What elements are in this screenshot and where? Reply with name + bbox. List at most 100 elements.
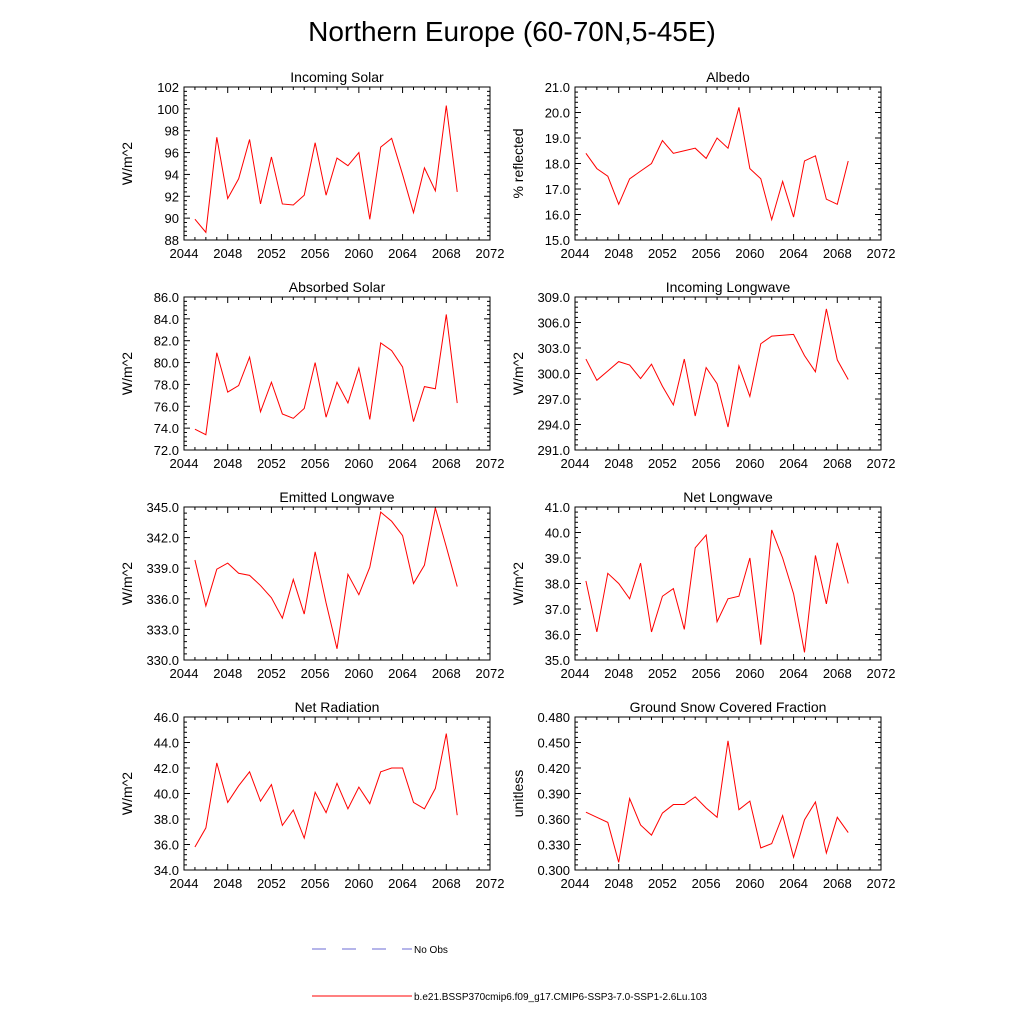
panel-6-frame [574, 506, 882, 661]
panel-6-xtick-label: 2044 [561, 666, 590, 681]
panel-4-title: Incoming Longwave [666, 279, 791, 295]
panel-8-xtick-label: 2044 [561, 876, 590, 891]
panel-7-ytick-label: 38.0 [154, 812, 179, 827]
panel-6-xtick-label: 2060 [735, 666, 764, 681]
panel-4-xtick-label: 2072 [867, 456, 896, 471]
panel-4-ylabel: W/m^2 [510, 352, 526, 395]
panel-7-frame [183, 716, 491, 871]
panel-6-ytick-label: 38.0 [545, 577, 570, 592]
panel-8-xtick-label: 2064 [779, 876, 808, 891]
panel-5-xtick-label: 2064 [388, 666, 417, 681]
panel-1-ytick-label: 94 [165, 167, 179, 182]
panel-5-xtick-label: 2048 [213, 666, 242, 681]
panel-8-title: Ground Snow Covered Fraction [630, 699, 827, 715]
panels: Incoming Solar W/m^2 2044 2048 2052 2056 2060 2… [119, 69, 895, 891]
panel-1-xtick-label: 2044 [170, 246, 199, 261]
panel-6-ytick-label: 37.0 [545, 602, 570, 617]
panel-5-xtick-label: 2072 [476, 666, 505, 681]
panel-2: Albedo % reflected 2044 2048 2052 2056 2060 206… [510, 69, 895, 261]
panel-8-xtick-label: 2060 [735, 876, 764, 891]
panel-8-xtick-label: 2068 [823, 876, 852, 891]
panel-3-ytick-label: 82.0 [154, 334, 179, 349]
legend-model-label: b.e21.BSSP370cmip6.f09_g17.CMIP6-SSP3-7.… [414, 992, 707, 1003]
panel-5-ytick-label: 342.0 [146, 531, 179, 546]
panel-2-title: Albedo [706, 69, 750, 85]
panel-3-title: Absorbed Solar [289, 279, 386, 295]
panel-5-xtick-label: 2052 [257, 666, 286, 681]
panel-7-xtick-label: 2056 [301, 876, 330, 891]
panel-4-ytick-label: 300.0 [537, 367, 570, 382]
panel-2-xtick-label: 2056 [692, 246, 721, 261]
panel-2-ytick-label: 15.0 [545, 233, 570, 248]
panel-8-xtick-label: 2048 [604, 876, 633, 891]
panel-8-ytick-label: 0.330 [537, 838, 570, 853]
panel-8-ytick-label: 0.390 [537, 787, 570, 802]
panel-3-xtick-label: 2060 [344, 456, 373, 471]
panel-2-frame [574, 86, 882, 241]
panel-3-ytick-label: 74.0 [154, 421, 179, 436]
panel-2-ytick-label: 20.0 [545, 106, 570, 121]
panel-3-ytick-label: 72.0 [154, 443, 179, 458]
panel-5-ytick-label: 336.0 [146, 592, 179, 607]
panel-4-xtick-label: 2048 [604, 456, 633, 471]
panel-2-xtick-label: 2052 [648, 246, 677, 261]
panel-2-ytick-label: 19.0 [545, 131, 570, 146]
panel-3-xtick-label: 2052 [257, 456, 286, 471]
panel-7: Net Radiation W/m^2 2044 2048 2052 2056 2060 20… [119, 699, 504, 891]
panel-7-xtick-label: 2048 [213, 876, 242, 891]
panel-7-xtick-label: 2064 [388, 876, 417, 891]
panel-3-xtick-label: 2056 [301, 456, 330, 471]
panel-3-xtick-label: 2068 [432, 456, 461, 471]
panel-4-xtick-label: 2064 [779, 456, 808, 471]
panel-1-xtick-label: 2068 [432, 246, 461, 261]
panel-4-ytick-label: 303.0 [537, 341, 570, 356]
panel-5-ytick-label: 345.0 [146, 500, 179, 515]
panel-5-xtick-label: 2044 [170, 666, 199, 681]
panel-8: Ground Snow Covered Fraction unitless 2044… [510, 699, 895, 891]
panel-2-xtick-label: 2064 [779, 246, 808, 261]
panel-6-xtick-label: 2064 [779, 666, 808, 681]
panel-1-ytick-label: 90 [165, 211, 179, 226]
panel-4-xtick-label: 2056 [692, 456, 721, 471]
panel-5-xtick-label: 2068 [432, 666, 461, 681]
panel-3-ytick-label: 80.0 [154, 356, 179, 371]
panel-3-xtick-label: 2064 [388, 456, 417, 471]
panel-5-ytick-label: 339.0 [146, 561, 179, 576]
panel-7-ylabel: W/m^2 [119, 772, 135, 815]
panel-3-xtick-label: 2072 [476, 456, 505, 471]
panel-6-series-line [585, 529, 849, 653]
panel-1-ytick-label: 102 [157, 80, 179, 95]
panel-2-ytick-label: 18.0 [545, 157, 570, 172]
panel-4-xtick-label: 2052 [648, 456, 677, 471]
panel-8-ytick-label: 0.360 [537, 812, 570, 827]
panel-8-ytick-label: 0.480 [537, 710, 570, 725]
panel-6-ytick-label: 41.0 [545, 500, 570, 515]
panel-6: Net Longwave W/m^2 2044 2048 2052 2056 2060 206… [510, 489, 895, 681]
panel-5-ylabel: W/m^2 [119, 562, 135, 605]
panel-8-series-line [585, 740, 849, 863]
panel-7-xtick-label: 2044 [170, 876, 199, 891]
panel-8-xtick-label: 2052 [648, 876, 677, 891]
legend: No Obs b.e21.BSSP370cmip6.f09_g17.CMIP6-… [312, 945, 707, 1003]
figure-title: Northern Europe (60-70N,5-45E) [308, 16, 716, 47]
panel-1-ytick-label: 96 [165, 146, 179, 161]
panel-7-ytick-label: 36.0 [154, 838, 179, 853]
panel-4-ytick-label: 297.0 [537, 392, 570, 407]
panel-7-xtick-label: 2060 [344, 876, 373, 891]
panel-7-xtick-label: 2068 [432, 876, 461, 891]
panel-4-ytick-label: 306.0 [537, 316, 570, 331]
panel-6-title: Net Longwave [683, 489, 773, 505]
panel-4-xtick-label: 2044 [561, 456, 590, 471]
panel-1-frame [183, 86, 491, 241]
panel-7-series-line [194, 733, 458, 848]
panel-1-ytick-label: 92 [165, 189, 179, 204]
panel-8-xtick-label: 2056 [692, 876, 721, 891]
panel-1-ylabel: W/m^2 [119, 142, 135, 185]
panel-2-xtick-label: 2060 [735, 246, 764, 261]
panel-1-ytick-label: 100 [157, 102, 179, 117]
panel-8-ytick-label: 0.450 [537, 736, 570, 751]
panel-3-xtick-label: 2048 [213, 456, 242, 471]
panel-1: Incoming Solar W/m^2 2044 2048 2052 2056 2060 2… [119, 69, 504, 261]
panel-3-xtick-label: 2044 [170, 456, 199, 471]
